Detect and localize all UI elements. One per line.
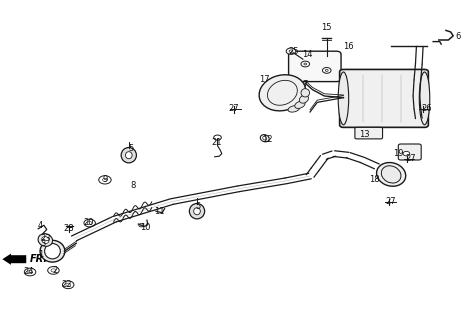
Text: 27: 27 xyxy=(385,197,396,206)
Text: 10: 10 xyxy=(140,223,150,232)
Text: 18: 18 xyxy=(368,175,379,184)
Text: 1: 1 xyxy=(38,250,43,259)
Text: 3: 3 xyxy=(40,239,46,248)
Ellipse shape xyxy=(40,240,65,262)
Circle shape xyxy=(87,221,92,225)
Circle shape xyxy=(28,270,32,274)
Text: 5: 5 xyxy=(195,202,200,211)
Circle shape xyxy=(322,68,330,73)
Text: 13: 13 xyxy=(359,130,369,139)
Text: 15: 15 xyxy=(321,23,331,32)
Text: 4: 4 xyxy=(38,221,43,230)
Ellipse shape xyxy=(189,204,204,219)
Circle shape xyxy=(303,63,306,65)
Text: 9: 9 xyxy=(102,175,108,184)
Ellipse shape xyxy=(262,136,266,140)
Text: 23: 23 xyxy=(40,234,50,243)
Ellipse shape xyxy=(44,244,60,259)
Ellipse shape xyxy=(193,208,200,215)
Circle shape xyxy=(402,151,409,156)
Circle shape xyxy=(139,224,143,227)
Text: 22: 22 xyxy=(61,280,72,289)
FancyArrow shape xyxy=(2,253,26,265)
Text: 28: 28 xyxy=(64,224,74,233)
Circle shape xyxy=(24,268,36,276)
Text: 2: 2 xyxy=(52,266,58,275)
Text: 20: 20 xyxy=(83,218,93,227)
FancyBboxPatch shape xyxy=(339,69,427,127)
Circle shape xyxy=(84,219,95,227)
Circle shape xyxy=(99,176,111,184)
FancyBboxPatch shape xyxy=(354,127,382,139)
Text: 25: 25 xyxy=(288,47,298,56)
Text: 19: 19 xyxy=(392,149,403,158)
FancyBboxPatch shape xyxy=(288,51,340,82)
Circle shape xyxy=(48,267,59,274)
Ellipse shape xyxy=(258,75,305,111)
Circle shape xyxy=(102,178,107,181)
Circle shape xyxy=(51,269,56,272)
Text: 12: 12 xyxy=(261,135,272,144)
Ellipse shape xyxy=(337,72,348,125)
Ellipse shape xyxy=(260,135,268,142)
Text: 5: 5 xyxy=(128,144,134,153)
Text: 7: 7 xyxy=(302,80,307,89)
Circle shape xyxy=(286,48,295,54)
Circle shape xyxy=(325,69,327,71)
FancyBboxPatch shape xyxy=(397,144,420,160)
Circle shape xyxy=(213,135,221,140)
Text: 8: 8 xyxy=(130,181,136,190)
Ellipse shape xyxy=(418,72,429,125)
Text: 27: 27 xyxy=(228,104,238,113)
Text: FR.: FR. xyxy=(30,254,48,264)
Text: 16: 16 xyxy=(342,42,353,51)
Ellipse shape xyxy=(299,95,308,103)
Ellipse shape xyxy=(376,163,405,186)
Circle shape xyxy=(62,281,74,289)
Ellipse shape xyxy=(267,80,297,105)
Ellipse shape xyxy=(125,152,132,159)
Ellipse shape xyxy=(38,234,52,246)
Ellipse shape xyxy=(288,106,299,112)
Text: 27: 27 xyxy=(404,154,415,163)
Text: 11: 11 xyxy=(154,207,165,216)
Text: 17: 17 xyxy=(259,76,269,84)
Ellipse shape xyxy=(300,89,309,97)
Text: 6: 6 xyxy=(454,32,460,41)
Text: 26: 26 xyxy=(421,104,431,113)
Text: 14: 14 xyxy=(302,50,312,59)
Ellipse shape xyxy=(41,236,49,244)
Ellipse shape xyxy=(121,148,136,163)
Circle shape xyxy=(66,283,70,286)
Text: 24: 24 xyxy=(23,268,34,276)
Circle shape xyxy=(288,50,292,52)
Circle shape xyxy=(300,61,309,67)
Ellipse shape xyxy=(380,166,400,183)
Text: 21: 21 xyxy=(211,138,222,147)
Ellipse shape xyxy=(294,101,305,108)
